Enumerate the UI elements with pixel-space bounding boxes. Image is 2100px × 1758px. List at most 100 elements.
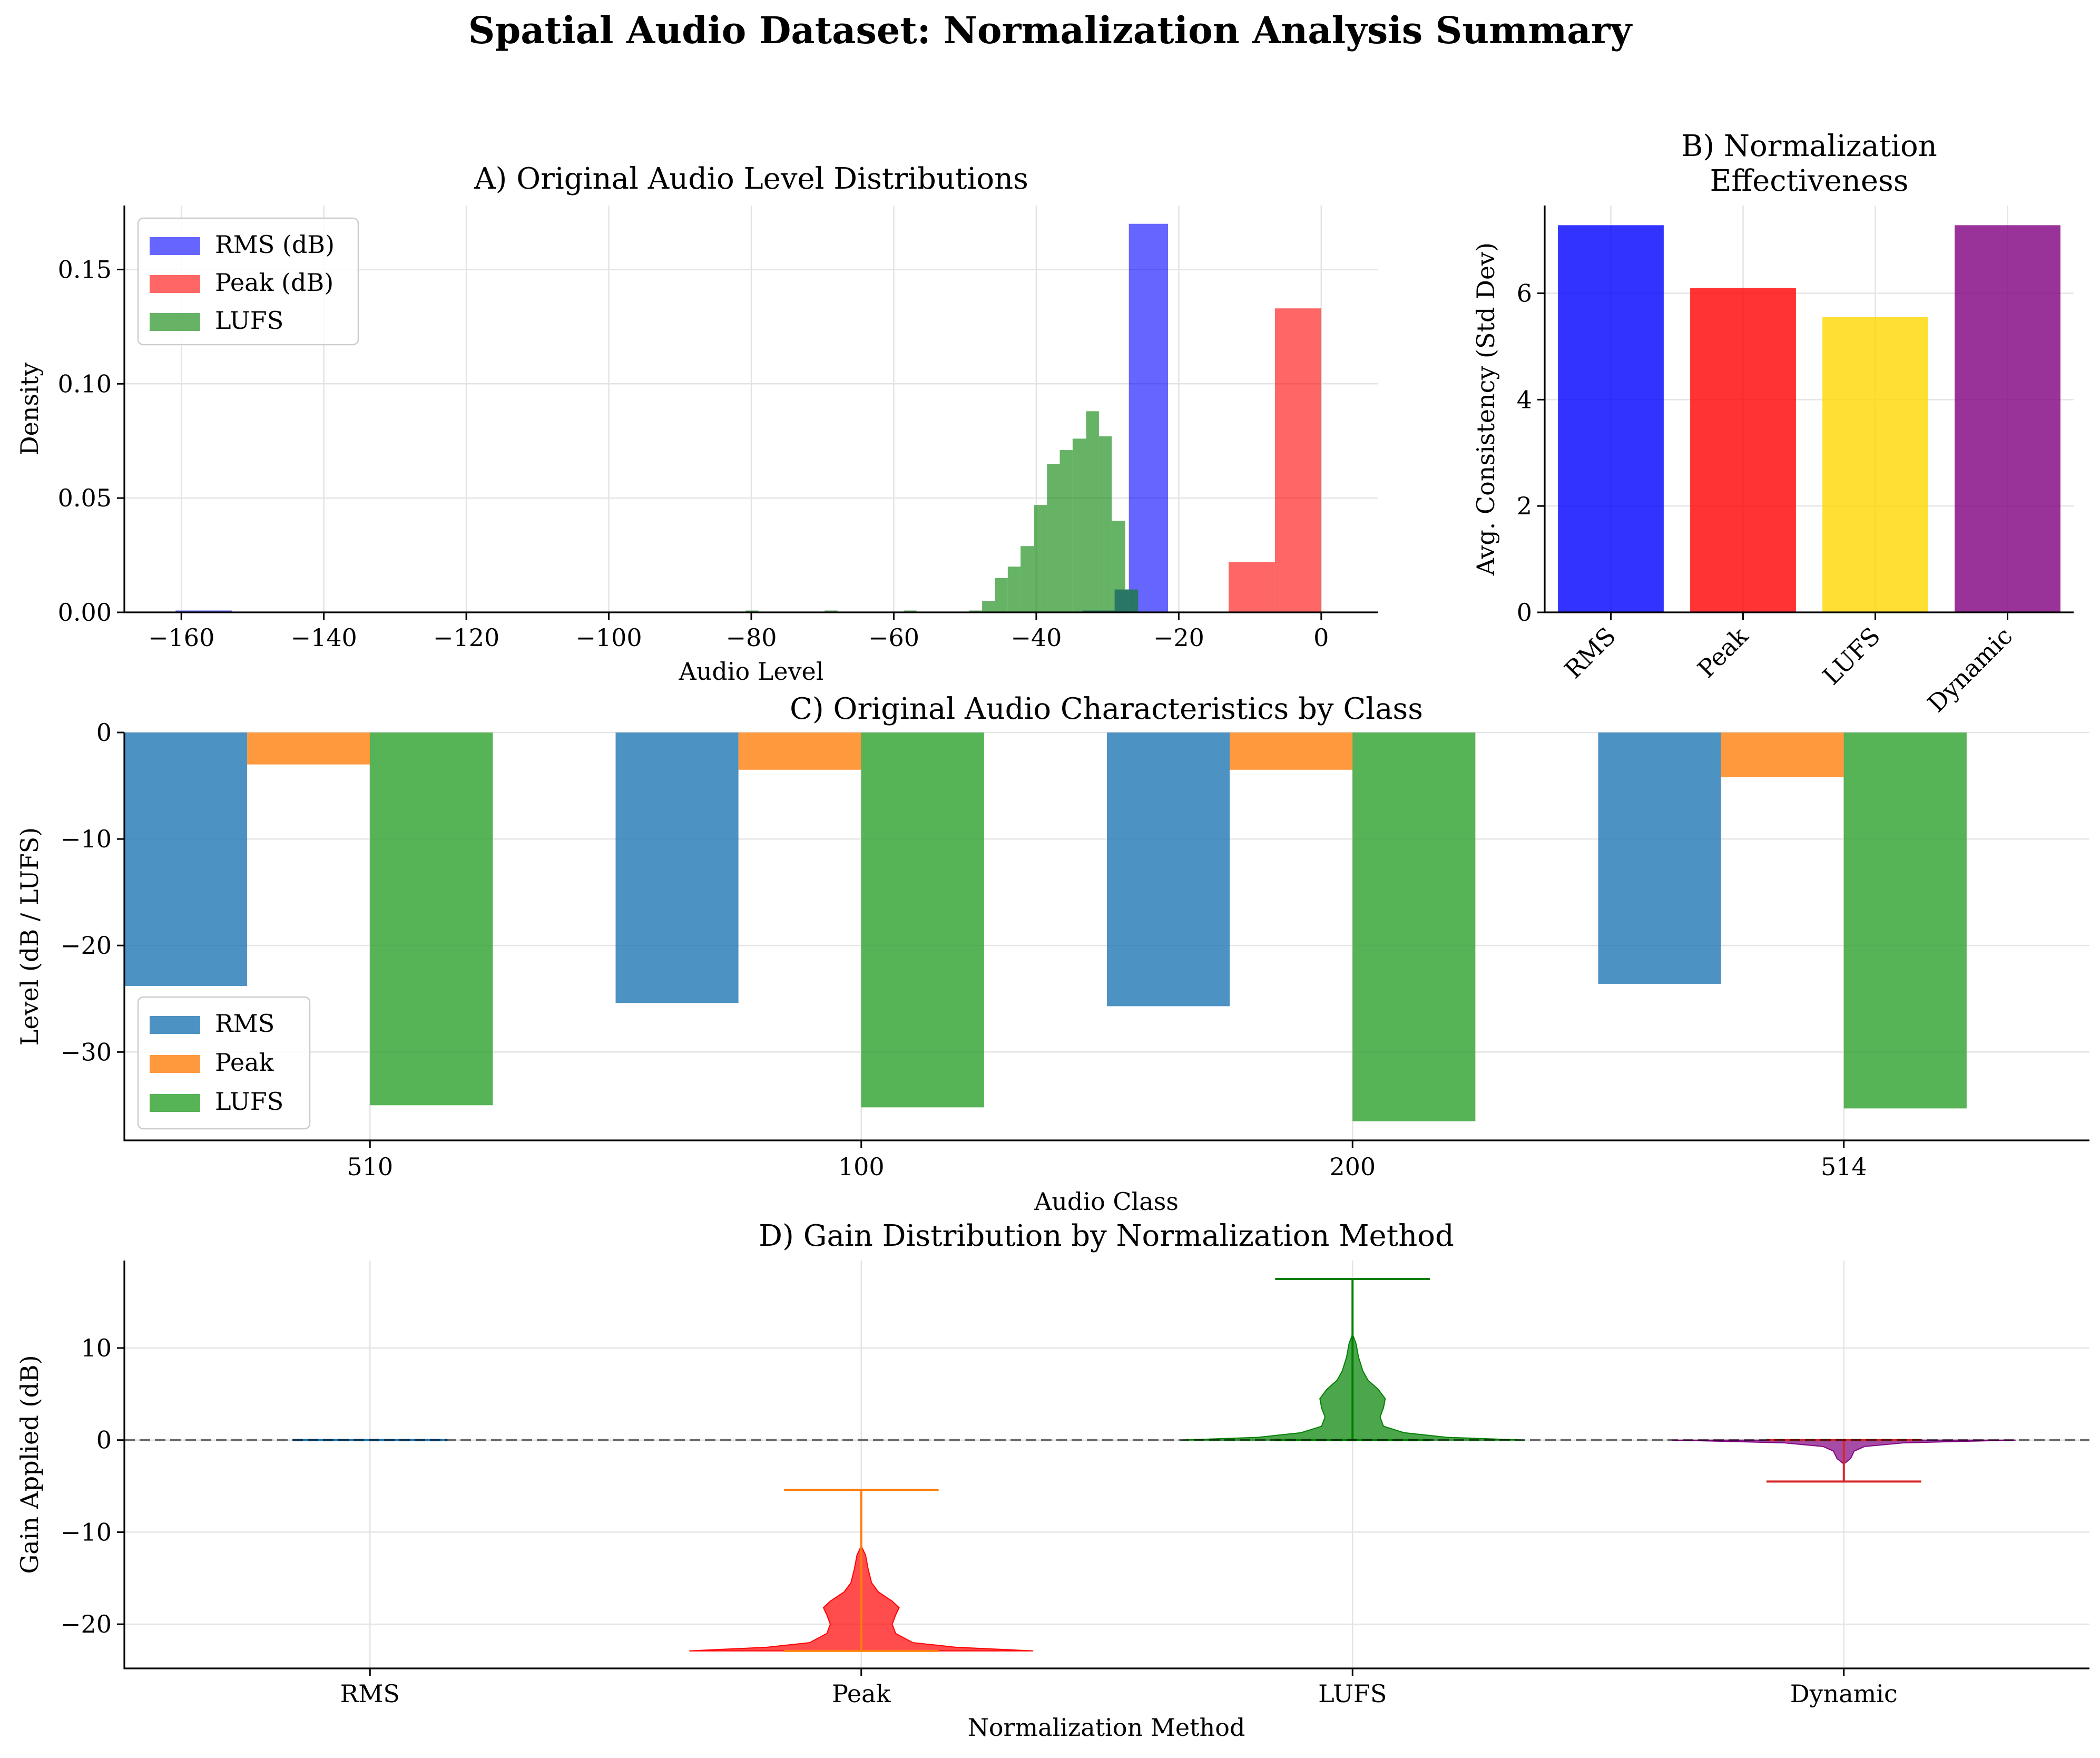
a-axes-spine xyxy=(123,206,1378,613)
panel-d-gain-violins: 10 0 −10 −20 RMS Peak LUFS Dynamic D) Gain Distr… xyxy=(15,1219,2089,1742)
panel-c-class-grouped-bars: 0 −10 −20 −30 510 100 200 514 C) Original Audio … xyxy=(15,692,2089,1216)
a-y-tick-label: 0.05 xyxy=(58,484,112,512)
d-y-tick-label: −10 xyxy=(61,1518,112,1546)
b-y-tick-label: 0 xyxy=(1517,598,1532,627)
a-legend-label: RMS (dB) xyxy=(215,230,335,259)
d-y-tick-label: 10 xyxy=(81,1334,112,1362)
b-bar xyxy=(1690,288,1796,612)
c-x-tick-label: 200 xyxy=(1329,1153,1376,1181)
c-legend-label: Peak xyxy=(215,1048,274,1077)
b-title-line1: B) Normalization xyxy=(1681,129,1937,163)
a-legend-swatch xyxy=(150,313,200,331)
c-y-tick-label: −30 xyxy=(61,1038,112,1066)
a-hist-bar xyxy=(982,601,995,612)
c-y-tick-label: −20 xyxy=(61,931,112,960)
c-bar xyxy=(1721,733,1844,777)
c-title: C) Original Audio Characteristics by Cla… xyxy=(790,692,1423,726)
a-hist-bar xyxy=(995,578,1008,612)
a-hist-bar xyxy=(904,610,917,612)
a-hist-bar xyxy=(1086,411,1099,612)
a-hist-bar xyxy=(1125,589,1139,612)
c-bar xyxy=(247,733,370,765)
a-hist-bar xyxy=(825,610,838,612)
panel-a-histogram: −160 −140 −120 −100 −80 −60 −40 −20 0 0.00 0.05 0.1… xyxy=(15,162,1378,686)
b-bar xyxy=(1558,225,1664,612)
b-x-tick-label: Dynamic xyxy=(1922,622,2018,718)
a-title: A) Original Audio Level Distributions xyxy=(474,162,1028,196)
c-bar xyxy=(1230,733,1353,770)
a-hist-bar xyxy=(969,610,983,612)
c-bar xyxy=(615,733,739,1003)
a-y-tick-label: 0.15 xyxy=(58,255,112,284)
b-bar xyxy=(1822,317,1928,612)
c-xlabel: Audio Class xyxy=(1034,1187,1179,1216)
b-x-tick-label: LUFS xyxy=(1817,622,1886,690)
a-x-tick-label: −100 xyxy=(575,623,642,652)
a-hist-bar xyxy=(1072,438,1086,612)
c-y-tick-label: −10 xyxy=(61,825,112,853)
a-hist-bar xyxy=(1128,223,1169,612)
d-title: D) Gain Distribution by Normalization Me… xyxy=(759,1219,1454,1253)
c-bar xyxy=(1107,733,1230,1007)
d-xlabel: Normalization Method xyxy=(968,1713,1245,1742)
a-x-tick-label: −20 xyxy=(1153,623,1204,652)
d-x-tick-label: Peak xyxy=(832,1679,891,1708)
a-hist-bar xyxy=(1034,505,1047,612)
c-y-tick-label: 0 xyxy=(96,718,112,747)
a-hist-bar xyxy=(1007,567,1021,612)
b-x-tick-label: Peak xyxy=(1692,621,1754,683)
d-x-tick-label: RMS xyxy=(340,1679,400,1708)
c-legend-swatch xyxy=(150,1055,200,1073)
a-hist-bar xyxy=(175,610,232,612)
a-hist-bar xyxy=(1229,562,1275,612)
a-hist-bar xyxy=(1047,464,1060,612)
b-y-tick-label: 2 xyxy=(1517,492,1532,520)
c-ylabel: Level (dB / LUFS) xyxy=(15,827,44,1046)
a-legend-label: LUFS xyxy=(215,306,283,335)
c-bar xyxy=(1843,733,1967,1109)
c-bar xyxy=(861,733,984,1108)
c-legend-label: LUFS xyxy=(215,1087,283,1116)
c-x-tick-label: 100 xyxy=(838,1153,885,1181)
c-x-tick-label: 510 xyxy=(347,1153,393,1181)
b-x-tick-label: RMS xyxy=(1559,622,1621,684)
d-x-tick-label: Dynamic xyxy=(1790,1679,1898,1708)
b-y-tick-label: 6 xyxy=(1517,279,1532,308)
b-ylabel: Avg. Consistency (Std Dev) xyxy=(1471,242,1500,576)
c-bar xyxy=(124,733,248,986)
d-axes-spine xyxy=(123,1261,2089,1669)
panel-b-effectiveness-bars: 0 2 4 6 RMS Peak LUFS Dynamic B) NormalizationEf… xyxy=(1471,129,2074,718)
c-bar xyxy=(1352,733,1476,1121)
b-y-tick-label: 4 xyxy=(1517,385,1532,414)
a-y-tick-label: 0.10 xyxy=(58,369,112,398)
d-y-tick-label: −20 xyxy=(61,1610,112,1638)
c-x-tick-label: 514 xyxy=(1821,1153,1867,1181)
d-y-tick-label: 0 xyxy=(96,1426,112,1454)
a-legend-swatch xyxy=(150,275,200,293)
c-legend-swatch xyxy=(150,1094,200,1112)
a-x-tick-label: −60 xyxy=(868,623,919,652)
a-hist-bar xyxy=(745,610,759,612)
a-x-tick-label: −120 xyxy=(433,623,499,652)
a-x-tick-label: 0 xyxy=(1313,623,1329,652)
c-legend-swatch xyxy=(150,1016,200,1034)
c-legend-label: RMS xyxy=(215,1009,274,1038)
a-hist-bar xyxy=(1098,436,1112,612)
a-ylabel: Density xyxy=(15,363,44,456)
b-bar xyxy=(1955,225,2060,612)
c-bar xyxy=(738,733,861,770)
d-x-tick-label: LUFS xyxy=(1318,1679,1387,1708)
a-legend-swatch xyxy=(150,237,200,255)
a-legend-label: Peak (dB) xyxy=(215,268,333,297)
a-x-tick-label: −40 xyxy=(1010,623,1062,652)
c-bar xyxy=(1598,733,1721,984)
a-x-tick-label: −80 xyxy=(725,623,777,652)
a-y-tick-label: 0.00 xyxy=(58,598,112,627)
a-x-tick-label: −160 xyxy=(148,623,214,652)
c-axes-spine xyxy=(123,733,2089,1141)
a-hist-bar xyxy=(1112,521,1125,612)
a-xlabel: Audio Level xyxy=(678,657,823,686)
b-title-line2: Effectiveness xyxy=(1710,164,1908,198)
b-axes-spine xyxy=(1544,206,2074,613)
